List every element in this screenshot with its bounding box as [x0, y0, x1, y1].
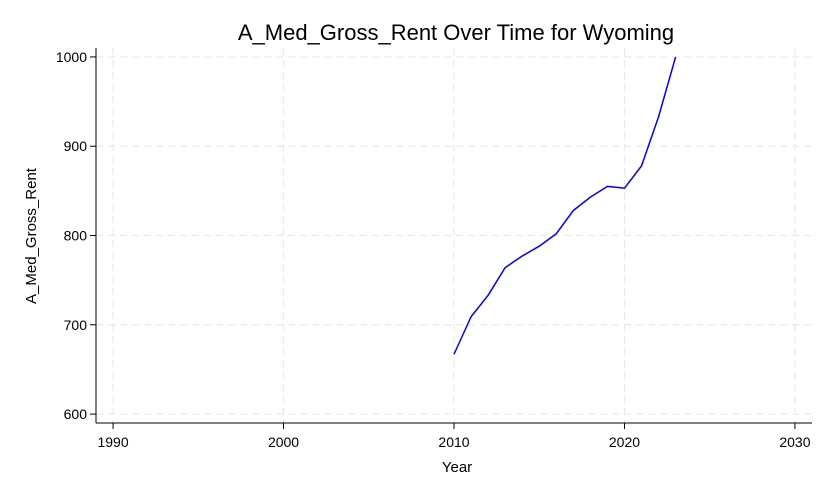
y-tick-label-800: 800 [64, 228, 88, 244]
y-tick-label-900: 900 [64, 138, 88, 154]
ticks: 1990 2000 2010 2020 2030 600 700 800 900 1000 [56, 49, 811, 450]
y-tick-label-600: 600 [64, 406, 88, 422]
grid [96, 48, 812, 423]
chart-title: A_Med_Gross_Rent Over Time for Wyoming [238, 20, 674, 45]
x-tick-label-2020: 2020 [609, 434, 640, 450]
y-axis-label: A_Med_Gross_Rent [23, 167, 40, 304]
series-line-0 [453, 56, 677, 355]
x-tick-label-1990: 1990 [97, 434, 128, 450]
x-tick-label-2010: 2010 [438, 434, 469, 450]
x-axis-label: Year [442, 459, 472, 476]
series [453, 56, 677, 355]
y-tick-label-700: 700 [64, 317, 88, 333]
x-tick-label-2030: 2030 [779, 434, 810, 450]
x-tick-label-2000: 2000 [268, 434, 299, 450]
y-tick-label-1000: 1000 [56, 49, 87, 65]
